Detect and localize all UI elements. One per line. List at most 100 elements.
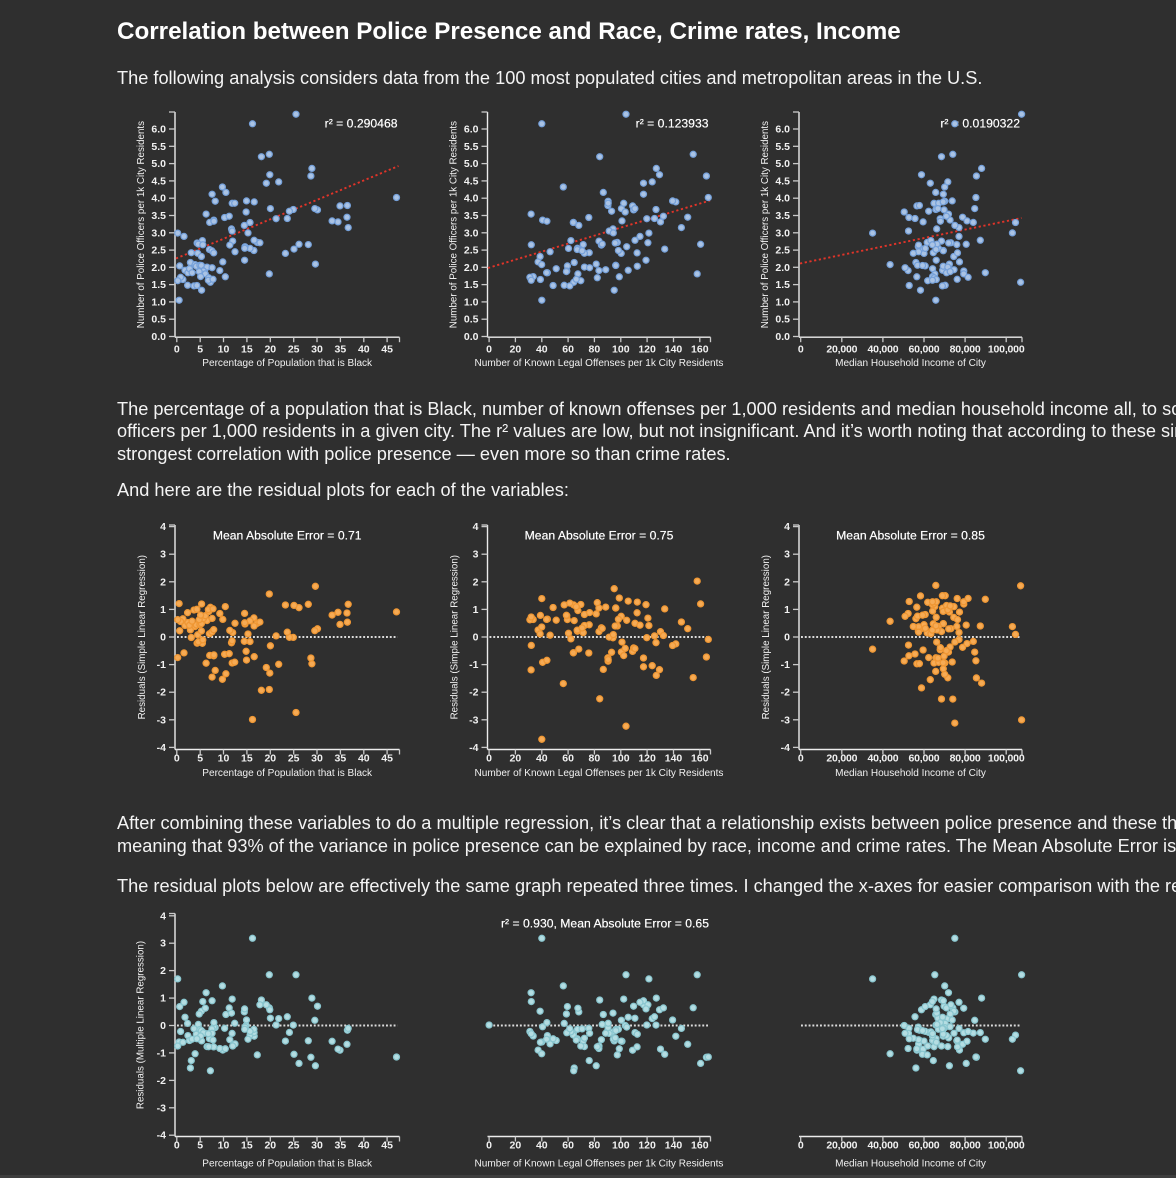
svg-text:3.5: 3.5 xyxy=(464,210,479,222)
svg-text:5.0: 5.0 xyxy=(151,158,166,170)
svg-text:Mean Absolute Error = 0.71: Mean Absolute Error = 0.71 xyxy=(213,529,362,543)
svg-text:160: 160 xyxy=(691,343,709,355)
svg-text:60: 60 xyxy=(562,1140,574,1152)
svg-text:-3: -3 xyxy=(157,1102,166,1114)
svg-text:Number of Known Legal Offenses: Number of Known Legal Offenses per 1k Ci… xyxy=(475,358,724,369)
svg-text:80,000: 80,000 xyxy=(950,753,981,765)
svg-text:45: 45 xyxy=(381,1140,393,1152)
svg-text:-3: -3 xyxy=(157,714,166,726)
svg-text:20: 20 xyxy=(264,1140,276,1152)
svg-text:0: 0 xyxy=(174,753,180,765)
svg-text:4: 4 xyxy=(160,910,166,922)
svg-text:0.5: 0.5 xyxy=(775,314,790,326)
svg-text:140: 140 xyxy=(665,753,683,765)
svg-text:35: 35 xyxy=(335,1140,347,1152)
svg-text:2.0: 2.0 xyxy=(775,262,790,274)
svg-text:1.0: 1.0 xyxy=(775,296,790,308)
svg-text:5.5: 5.5 xyxy=(775,141,790,153)
svg-text:0: 0 xyxy=(784,632,790,644)
svg-text:0: 0 xyxy=(174,343,180,355)
svg-text:0.0: 0.0 xyxy=(464,331,479,343)
svg-text:0: 0 xyxy=(160,1020,166,1032)
svg-text:3.5: 3.5 xyxy=(151,210,166,222)
svg-text:-4: -4 xyxy=(781,742,790,754)
svg-text:Residuals (Simple Linear Regre: Residuals (Simple Linear Regression) xyxy=(761,555,772,719)
svg-text:40: 40 xyxy=(536,1140,548,1152)
svg-text:-1: -1 xyxy=(157,659,166,671)
svg-text:-4: -4 xyxy=(469,742,478,754)
svg-text:1.5: 1.5 xyxy=(151,279,166,291)
svg-text:1.0: 1.0 xyxy=(464,296,479,308)
svg-text:r² = 0.290468: r² = 0.290468 xyxy=(325,117,398,131)
svg-text:80: 80 xyxy=(589,1140,601,1152)
svg-text:-1: -1 xyxy=(781,659,790,671)
svg-text:0: 0 xyxy=(798,1140,804,1152)
svg-text:0: 0 xyxy=(798,753,804,765)
svg-text:Median Household Income of Cit: Median Household Income of City xyxy=(835,768,986,779)
svg-text:10: 10 xyxy=(218,753,230,765)
svg-text:60: 60 xyxy=(562,753,574,765)
svg-text:20,000: 20,000 xyxy=(826,1140,857,1152)
svg-text:30: 30 xyxy=(311,1140,323,1152)
svg-text:-1: -1 xyxy=(469,659,478,671)
svg-text:2: 2 xyxy=(473,576,479,588)
svg-text:-1: -1 xyxy=(157,1047,166,1059)
svg-text:80: 80 xyxy=(589,753,601,765)
svg-text:-4: -4 xyxy=(157,1130,166,1142)
svg-text:1.5: 1.5 xyxy=(775,279,790,291)
svg-text:5.5: 5.5 xyxy=(464,141,479,153)
svg-text:0: 0 xyxy=(798,343,804,355)
svg-text:140: 140 xyxy=(665,343,683,355)
svg-text:3.5: 3.5 xyxy=(775,210,790,222)
svg-text:Residuals (Simple Linear Regre: Residuals (Simple Linear Regression) xyxy=(450,555,461,719)
svg-text:5.0: 5.0 xyxy=(464,158,479,170)
svg-text:2: 2 xyxy=(784,576,790,588)
svg-text:20: 20 xyxy=(510,343,522,355)
svg-text:4.5: 4.5 xyxy=(151,175,166,187)
svg-text:1: 1 xyxy=(473,604,479,616)
svg-text:0: 0 xyxy=(160,632,166,644)
svg-text:1: 1 xyxy=(160,993,166,1005)
svg-text:45: 45 xyxy=(381,753,393,765)
svg-text:Median Household Income of Cit: Median Household Income of City xyxy=(835,358,986,369)
svg-text:6.0: 6.0 xyxy=(151,124,166,136)
svg-text:r² = 0.0190322: r² = 0.0190322 xyxy=(940,117,1020,131)
svg-text:20: 20 xyxy=(510,753,522,765)
svg-text:20: 20 xyxy=(264,343,276,355)
svg-text:60,000: 60,000 xyxy=(909,753,940,765)
svg-text:-2: -2 xyxy=(157,687,166,699)
svg-text:6.0: 6.0 xyxy=(775,124,790,136)
svg-text:1: 1 xyxy=(784,604,790,616)
svg-text:25: 25 xyxy=(288,343,300,355)
svg-text:20: 20 xyxy=(510,1140,522,1152)
svg-text:20: 20 xyxy=(264,753,276,765)
svg-text:3: 3 xyxy=(160,549,166,561)
svg-text:0: 0 xyxy=(486,343,492,355)
svg-text:Number of Known Legal Offenses: Number of Known Legal Offenses per 1k Ci… xyxy=(475,768,724,779)
svg-text:-2: -2 xyxy=(157,1075,166,1087)
svg-text:-2: -2 xyxy=(781,687,790,699)
svg-text:0.5: 0.5 xyxy=(151,314,166,326)
svg-text:r² = 0.123933: r² = 0.123933 xyxy=(636,117,709,131)
svg-text:10: 10 xyxy=(218,1140,230,1152)
svg-text:100,000: 100,000 xyxy=(988,343,1025,355)
svg-text:Residuals (Simple Linear Regre: Residuals (Simple Linear Regression) xyxy=(137,555,148,719)
svg-text:Percentage of Population that: Percentage of Population that is Black xyxy=(202,358,373,369)
svg-text:120: 120 xyxy=(638,1140,656,1152)
svg-text:4: 4 xyxy=(784,521,790,533)
svg-text:40,000: 40,000 xyxy=(867,1140,898,1152)
svg-text:Number of Police Officers per: Number of Police Officers per 1k City Re… xyxy=(136,121,147,328)
svg-text:0.5: 0.5 xyxy=(464,314,479,326)
svg-text:Percentage of Population that: Percentage of Population that is Black xyxy=(202,1159,373,1170)
svg-text:-3: -3 xyxy=(781,714,790,726)
svg-text:80,000: 80,000 xyxy=(950,343,981,355)
svg-text:0: 0 xyxy=(486,1140,492,1152)
svg-text:5.0: 5.0 xyxy=(775,158,790,170)
svg-text:4: 4 xyxy=(160,521,166,533)
svg-text:0: 0 xyxy=(473,632,479,644)
svg-text:6.0: 6.0 xyxy=(464,124,479,136)
svg-text:15: 15 xyxy=(241,343,253,355)
svg-text:2.5: 2.5 xyxy=(775,245,790,257)
svg-text:2.0: 2.0 xyxy=(151,262,166,274)
svg-text:3.0: 3.0 xyxy=(464,227,479,239)
